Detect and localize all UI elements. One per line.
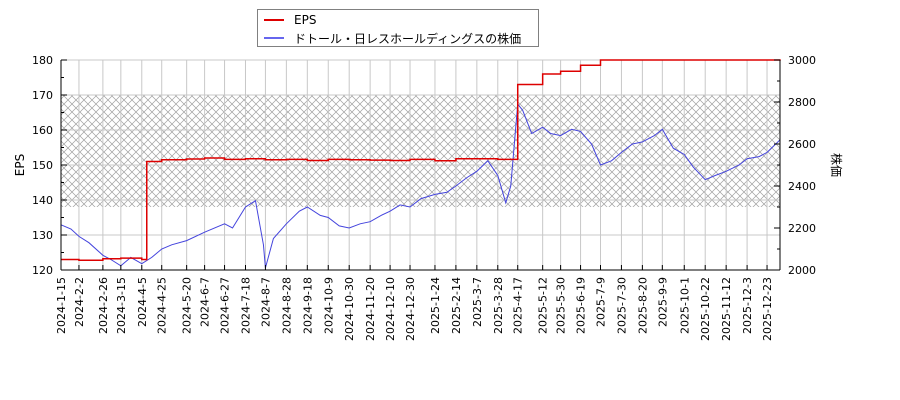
svg-text:160: 160 [32, 124, 53, 137]
svg-text:2025-3-7: 2025-3-7 [471, 277, 484, 327]
svg-text:2024-6-7: 2024-6-7 [199, 277, 212, 327]
svg-text:2024-12-10: 2024-12-10 [384, 277, 397, 341]
svg-text:2024-7-18: 2024-7-18 [239, 277, 252, 334]
svg-text:2024-2-2: 2024-2-2 [73, 277, 86, 327]
svg-text:2800: 2800 [788, 96, 816, 109]
svg-text:2024-5-20: 2024-5-20 [181, 277, 194, 334]
left-axis-title: EPS [13, 154, 27, 176]
svg-text:2025-1-24: 2025-1-24 [429, 277, 442, 334]
svg-text:2024-4-25: 2024-4-25 [156, 277, 169, 334]
svg-text:2025-10-22: 2025-10-22 [699, 277, 712, 341]
svg-text:2024-3-15: 2024-3-15 [115, 277, 128, 334]
svg-text:2200: 2200 [788, 222, 816, 235]
svg-text:2025-8-20: 2025-8-20 [636, 277, 649, 334]
right-axis-title: 株価 [829, 153, 844, 177]
svg-text:2024-8-7: 2024-8-7 [259, 277, 272, 327]
left-axis-ticks: 120 130 140 150 160 170 180 [32, 54, 67, 277]
svg-text:2024-12-30: 2024-12-30 [404, 277, 417, 341]
svg-text:2024-4-5: 2024-4-5 [136, 277, 149, 327]
legend: EPS ドトール・日レスホールディングスの株価 [257, 9, 539, 47]
svg-text:2025-5-30: 2025-5-30 [555, 277, 568, 334]
svg-text:2024-6-27: 2024-6-27 [219, 277, 232, 334]
svg-text:140: 140 [32, 194, 53, 207]
x-axis-ticks: 2024-1-15 2024-2-2 2024-2-26 2024-3-15 2024-… [55, 265, 774, 341]
svg-text:2024-8-28: 2024-8-28 [280, 277, 293, 334]
svg-text:150: 150 [32, 159, 53, 172]
svg-text:180: 180 [32, 54, 53, 67]
svg-text:2024-10-30: 2024-10-30 [343, 277, 356, 341]
svg-text:2025-7-9: 2025-7-9 [594, 277, 607, 327]
svg-text:170: 170 [32, 89, 53, 102]
legend-item-eps[interactable]: EPS [264, 12, 316, 28]
eps-swatch-icon [264, 19, 284, 21]
svg-text:2400: 2400 [788, 180, 816, 193]
right-axis-ticks: 2000 2200 2400 2600 2800 3000 [774, 54, 816, 277]
svg-text:2024-10-9: 2024-10-9 [322, 277, 335, 334]
svg-text:2024-1-15: 2024-1-15 [55, 277, 68, 334]
svg-text:2024-11-20: 2024-11-20 [364, 277, 377, 341]
svg-text:120: 120 [32, 264, 53, 277]
legend-label-eps: EPS [294, 13, 317, 27]
svg-text:2025-6-19: 2025-6-19 [575, 277, 588, 334]
svg-text:2025-9-9: 2025-9-9 [656, 277, 669, 327]
shaded-band [61, 95, 780, 207]
svg-text:2025-4-17: 2025-4-17 [512, 277, 525, 334]
svg-text:2025-3-28: 2025-3-28 [492, 277, 505, 334]
svg-text:2024-9-18: 2024-9-18 [301, 277, 314, 334]
svg-text:2000: 2000 [788, 264, 816, 277]
svg-text:2600: 2600 [788, 138, 816, 151]
grid-lines [60, 59, 780, 271]
svg-text:2025-5-12: 2025-5-12 [537, 277, 550, 334]
legend-item-price[interactable]: ドトール・日レスホールディングスの株価 [264, 30, 521, 46]
svg-text:2025-12-3: 2025-12-3 [741, 277, 754, 334]
legend-label-price: ドトール・日レスホールディングスの株価 [294, 31, 522, 46]
svg-text:2025-7-30: 2025-7-30 [615, 277, 628, 334]
price-line [60, 102, 781, 269]
svg-text:2025-11-12: 2025-11-12 [720, 277, 733, 341]
svg-text:2025-12-23: 2025-12-23 [761, 277, 774, 341]
svg-text:130: 130 [32, 229, 53, 242]
svg-text:2025-10-1: 2025-10-1 [678, 277, 691, 334]
svg-text:3000: 3000 [788, 54, 816, 67]
svg-text:2024-2-26: 2024-2-26 [97, 277, 110, 334]
eps-line [61, 59, 781, 261]
price-swatch-icon [264, 37, 284, 39]
svg-text:2025-2-14: 2025-2-14 [450, 277, 463, 334]
